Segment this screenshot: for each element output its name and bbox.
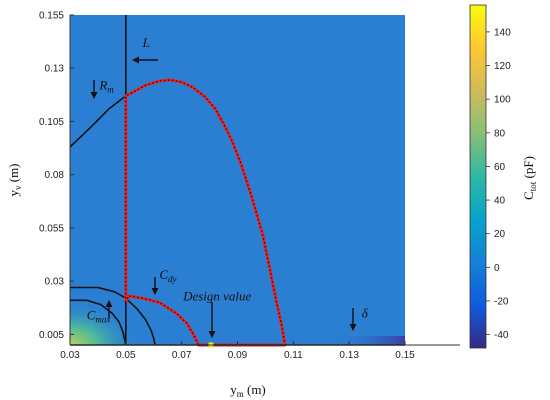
delta-arrow-head	[349, 324, 357, 331]
y-tick-label: 0.005	[39, 330, 64, 341]
annotation-l: L	[142, 35, 150, 50]
rm-arrow-head	[90, 92, 98, 99]
cdy-arrow-head	[151, 288, 159, 295]
y-tick-label: 0.105	[39, 117, 64, 128]
x-tick-label: 0.13	[339, 350, 359, 361]
colorbar-tick-label: 80	[494, 128, 506, 139]
l-arrow-head	[132, 56, 139, 64]
x-axis-label: ym (m)	[230, 382, 266, 399]
colorbar-tick-label: -40	[494, 330, 509, 341]
design-value-arrow-head	[208, 331, 216, 338]
y-axis-label: yv (m)	[6, 163, 23, 196]
feasible-region-curve-dots	[125, 79, 286, 346]
y-ticks: 0.005 0.03 0.055 0.08 0.105 0.13 0.155	[39, 11, 74, 341]
colorbar-label: Ctot (pF)	[521, 156, 538, 200]
colorbar-tick-label: 60	[494, 162, 506, 173]
c-max-inner-curve	[70, 299, 127, 346]
cmax-arrow-head	[105, 300, 113, 307]
annotation-c: Cdy	[159, 267, 176, 284]
y-tick-label: 0.13	[45, 64, 65, 75]
colorbar-tick-label: 40	[494, 196, 506, 207]
colorbar-tick-label: 20	[494, 229, 506, 240]
annotations-layer: L Rm Cdy Cmax Design value δ	[87, 35, 369, 338]
x-tick-label: 0.11	[284, 350, 303, 361]
y-tick-label: 0.03	[45, 277, 65, 288]
x-tick-label: 0.05	[116, 350, 136, 361]
colorbar-tick-label: 100	[494, 95, 511, 106]
colorbar-tick-label: 120	[494, 61, 511, 72]
annotation-design-value: Design value	[182, 288, 251, 303]
x-tick-label: 0.15	[395, 350, 415, 361]
c-max-curve	[70, 286, 156, 346]
x-tick-label: 0.07	[172, 350, 192, 361]
heatmap-bottom-right-dark	[330, 336, 405, 345]
y-tick-label: 0.055	[39, 223, 64, 234]
colorbar-tick-label: 0	[494, 263, 500, 274]
colorbar	[469, 4, 487, 349]
x-tick-label: 0.09	[228, 350, 248, 361]
colorbar-tick-label: -20	[494, 296, 509, 307]
annotation-c: Cmax	[87, 307, 111, 324]
r-m-curve	[69, 95, 127, 148]
y-tick-label: 0.08	[45, 170, 65, 181]
y-tick-label: 0.155	[39, 11, 64, 22]
annotation--: δ	[362, 305, 369, 320]
x-tick-label: 0.03	[60, 350, 80, 361]
colorbar-tick-label: 140	[494, 27, 511, 38]
colorbar-ticks: 140 120 100 80 60 40 20 0 -20 -40	[486, 27, 511, 341]
annotation-r: Rm	[98, 78, 114, 95]
